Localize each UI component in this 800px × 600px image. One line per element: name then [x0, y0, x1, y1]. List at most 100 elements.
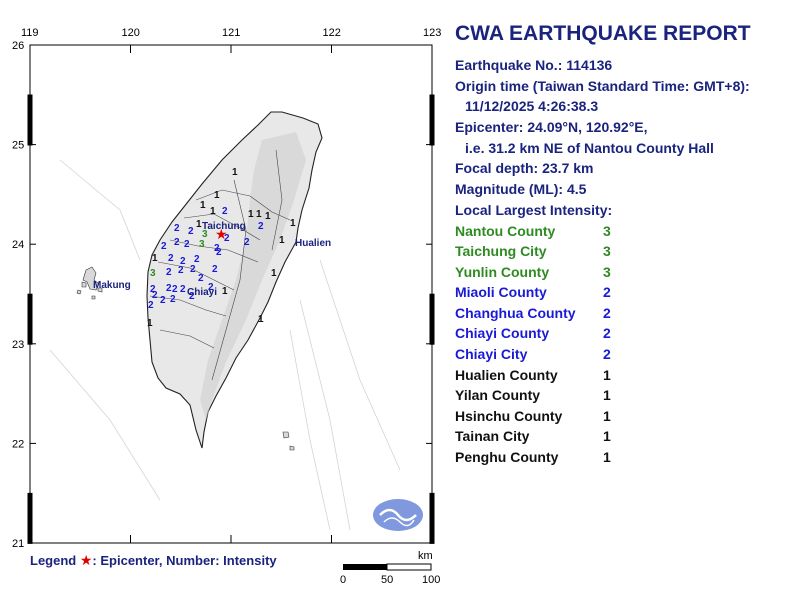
scale-label-100: 100	[422, 574, 440, 586]
city-label-taichung: Taichung	[202, 221, 246, 232]
intensity-county: Chiayi City	[455, 346, 528, 363]
intensity-marker: 2	[212, 264, 218, 275]
intensity-marker: 2	[180, 284, 186, 295]
intensity-value: 1	[603, 428, 611, 445]
epicenter-star-icon: ★	[215, 227, 228, 243]
y-tick-label: 24	[12, 239, 24, 251]
intensity-marker: 2	[161, 241, 167, 252]
intensity-marker: 2	[198, 273, 204, 284]
intensity-value: 1	[603, 407, 611, 424]
intensity-marker: 2	[180, 256, 186, 267]
cwa-logo-icon	[373, 499, 423, 531]
intensity-county: Taichung City	[455, 243, 547, 260]
intensity-marker: 1	[232, 167, 238, 178]
x-tick-label: 119	[21, 27, 39, 39]
intensity-value: 2	[603, 346, 611, 363]
legend-text: : Epicenter, Number: Intensity	[92, 553, 277, 568]
epicenter-description: i.e. 31.2 km NE of Nantou County Hall	[465, 139, 714, 156]
intensity-marker: 2	[184, 239, 190, 250]
intensity-row: Hualien County 1	[455, 365, 800, 386]
intensity-marker: 2	[166, 267, 172, 278]
orchid-island	[289, 445, 295, 451]
intensity-county: Changhua County	[455, 304, 576, 321]
intensity-marker: 2	[174, 237, 180, 248]
legend: Legend ★: Epicenter, Number: Intensity	[30, 552, 277, 569]
x-tick-label: 122	[323, 27, 341, 39]
scale-bar: km 0 50 100	[340, 550, 440, 586]
intensity-value: 2	[603, 284, 611, 301]
intensity-marker: 1	[222, 286, 228, 297]
intensity-marker: 2	[172, 284, 178, 295]
intensity-marker: 2	[178, 265, 184, 276]
y-tick-label: 21	[12, 538, 24, 550]
intensity-marker: 2	[188, 226, 194, 237]
intensity-marker: 2	[222, 206, 228, 217]
intensity-marker: 2	[190, 264, 196, 275]
green-island	[282, 431, 290, 439]
intensity-marker: 2	[224, 233, 230, 244]
legend-star-icon: ★	[79, 552, 93, 568]
axis-ticks	[27, 44, 435, 544]
origin-time-label: Origin time (Taiwan Standard Time: GMT+8…	[455, 77, 750, 94]
frame-bar	[429, 293, 435, 345]
intensity-county: Chiayi County	[455, 325, 550, 342]
seafloor-texture	[49, 159, 401, 531]
scale-unit-label: km	[418, 550, 433, 562]
intensity-value: 2	[603, 304, 611, 321]
intensity-county: Yilan County	[455, 387, 541, 404]
intensity-marker: 1	[258, 314, 264, 325]
intensity-row: Penghu County 1	[455, 447, 800, 468]
frame-bar	[27, 293, 33, 345]
intensity-marker: 2	[214, 243, 220, 254]
intensity-marker: 1	[256, 209, 262, 220]
y-tick-label: 23	[12, 339, 24, 351]
intensity-value: 3	[603, 243, 611, 260]
central-range-shading	[200, 132, 306, 420]
intensity-county: Yunlin County	[455, 263, 550, 280]
legend-label: Legend	[30, 553, 77, 568]
intensity-marker: 1	[214, 190, 220, 201]
intensity-marker: 1	[279, 235, 285, 246]
frame-bar	[429, 94, 435, 146]
intensity-row: Tainan City 1	[455, 426, 800, 447]
intensity-marker: 2	[160, 295, 166, 306]
focal-depth: Focal depth: 23.7 km	[455, 160, 594, 177]
intensity-marker: 3	[199, 239, 205, 250]
intensity-heading: Local Largest Intensity:	[455, 201, 613, 218]
y-tick-label: 25	[12, 140, 24, 152]
frame-bar	[429, 492, 435, 544]
intensity-marker: 2	[194, 254, 200, 265]
penghu-islands	[76, 266, 103, 300]
intensity-value: 3	[603, 222, 611, 239]
intensity-value: 1	[603, 366, 611, 383]
intensity-value: 1	[603, 387, 611, 404]
report-title: CWA EARTHQUAKE REPORT	[455, 22, 751, 45]
y-tick-label: 22	[12, 438, 24, 450]
intensity-row: Taichung City 3	[455, 241, 800, 262]
origin-time-value: 11/12/2025 4:26:38.3	[465, 98, 599, 115]
intensity-county: Tainan City	[455, 428, 530, 445]
intensity-value: 1	[603, 449, 611, 466]
intensity-value: 3	[603, 263, 611, 280]
intensity-marker: 1	[196, 219, 202, 230]
intensity-marker: 2	[216, 247, 222, 258]
intensity-row: Nantou County 3	[455, 221, 800, 242]
earthquake-number: Earthquake No.: 114136	[455, 57, 613, 73]
intensity-marker: 1	[271, 268, 277, 279]
intensity-marker: 2	[174, 223, 180, 234]
intensity-county: Penghu County	[455, 449, 559, 466]
scale-label-50: 50	[381, 574, 393, 586]
city-labels: Taichung Hualien Chiayi Makung	[93, 221, 331, 298]
magnitude: Magnitude (ML): 4.5	[455, 181, 587, 198]
frame-bar	[27, 94, 33, 146]
city-label-makung: Makung	[93, 280, 131, 291]
intensity-marker: 2	[152, 290, 158, 301]
x-tick-label: 120	[122, 27, 140, 39]
intensity-county: Nantou County	[455, 222, 556, 239]
intensity-marker: 1	[147, 318, 153, 329]
county-boundaries	[149, 149, 291, 381]
intensity-marker: 1	[200, 200, 206, 211]
